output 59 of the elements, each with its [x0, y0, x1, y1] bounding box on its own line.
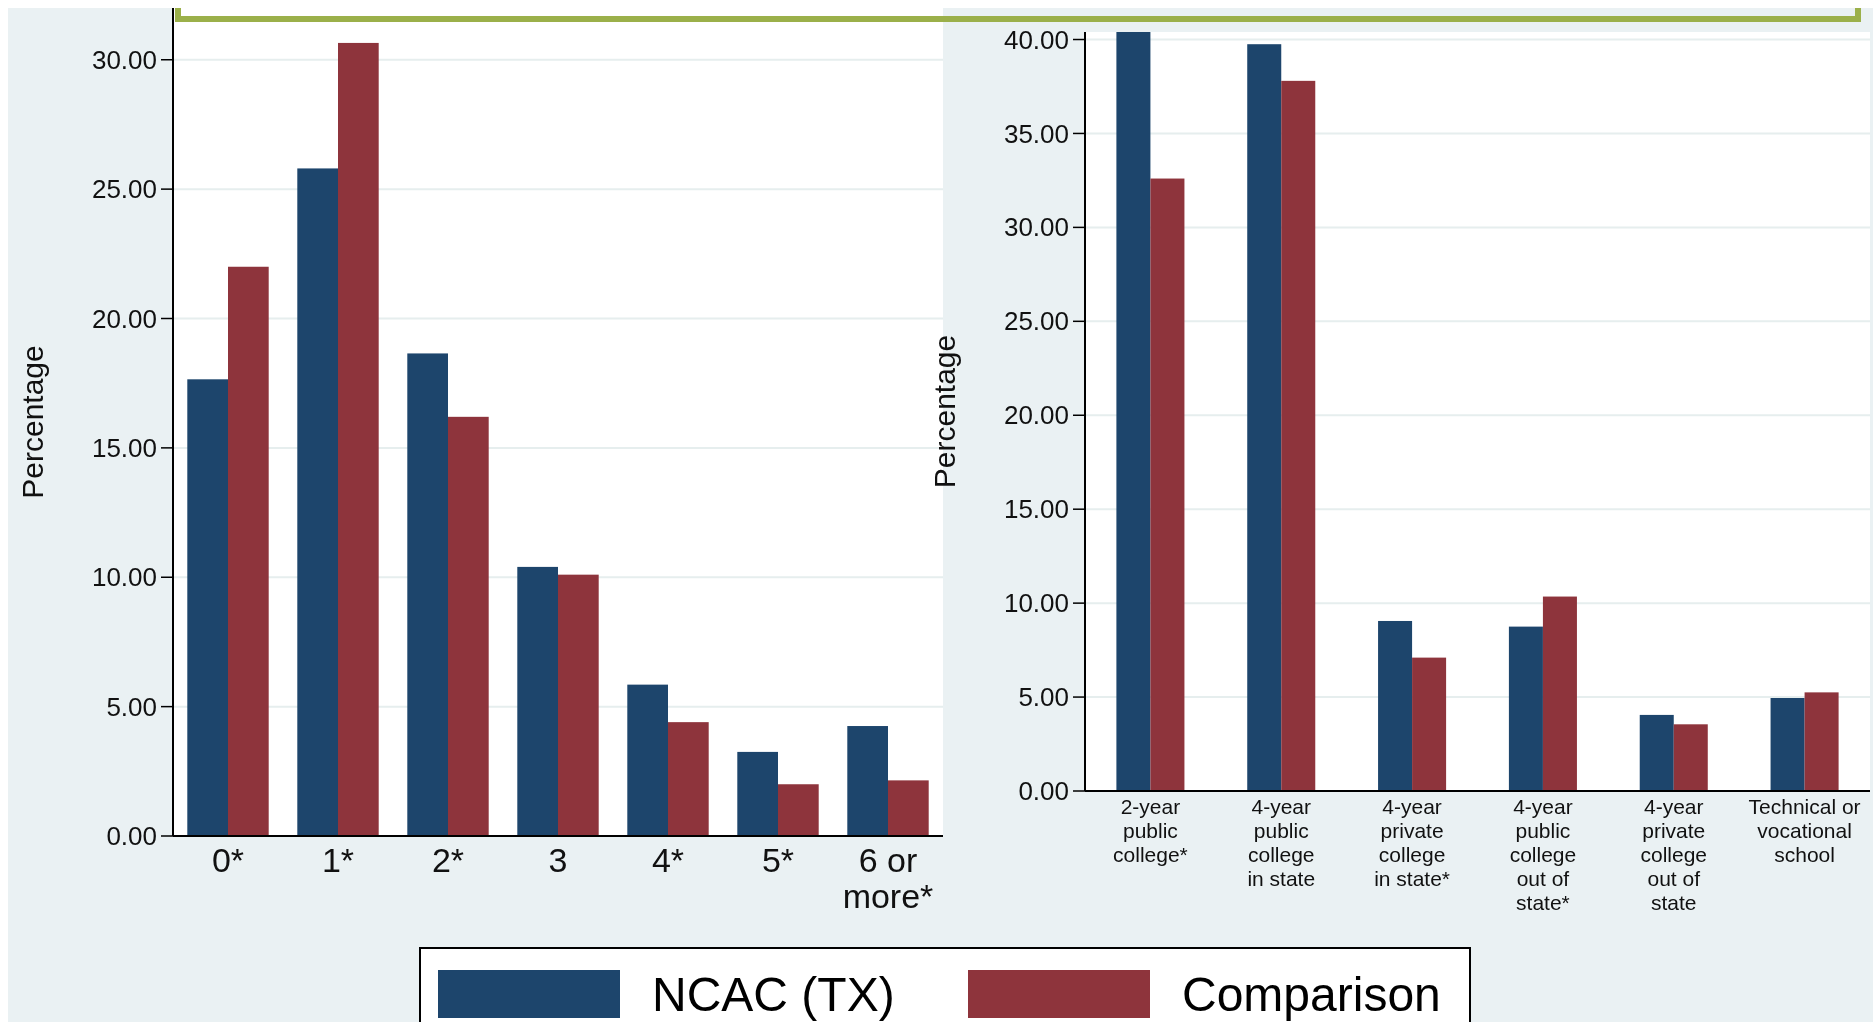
- legend-label: NCAC (TX): [652, 968, 895, 1022]
- y-tick-label: 30.00: [91, 44, 157, 75]
- y-tick-label: 25.00: [91, 174, 157, 205]
- bar: [1247, 44, 1282, 791]
- y-tick-label: 0.00: [106, 821, 157, 852]
- bar: [1508, 626, 1543, 791]
- y-tick-label: 20.00: [91, 303, 157, 334]
- bar: [1412, 657, 1447, 791]
- x-tick-label: 4-year public college in state: [1247, 795, 1316, 890]
- x-tick-label: 6 or more*: [842, 841, 934, 915]
- bar: [627, 684, 668, 836]
- bar: [228, 266, 269, 836]
- y-tick-label: 20.00: [1003, 400, 1069, 431]
- bar: [448, 416, 489, 836]
- y-axis-title: Percentage: [928, 334, 961, 489]
- x-tick-label: 0*: [211, 841, 245, 879]
- bar: [297, 168, 338, 836]
- bar: [1281, 80, 1316, 791]
- bar: [737, 751, 778, 836]
- bar: [1378, 620, 1413, 791]
- x-tick-label: 2*: [431, 841, 465, 879]
- y-tick-label: 30.00: [1003, 212, 1069, 243]
- y-tick-label: 25.00: [1003, 306, 1069, 337]
- bar: [668, 722, 709, 836]
- y-tick-label: 35.00: [1003, 118, 1069, 149]
- x-tick-label: 4*: [651, 841, 685, 879]
- x-tick-label: 5*: [761, 841, 795, 879]
- bar: [847, 726, 888, 836]
- bar: [1639, 714, 1674, 791]
- x-tick-label: 1*: [321, 841, 355, 879]
- bar: [338, 42, 379, 836]
- x-tick-label: 3: [548, 841, 568, 879]
- bar: [558, 574, 599, 836]
- bar: [1673, 724, 1708, 791]
- bar: [407, 353, 448, 836]
- y-tick-label: 0.00: [1018, 776, 1069, 807]
- y-tick-label: 15.00: [1003, 494, 1069, 525]
- y-axis-title: Percentage: [16, 345, 49, 499]
- x-tick-label: Technical or vocational school: [1748, 795, 1861, 866]
- x-tick-label: 2-year public college*: [1113, 795, 1188, 866]
- y-tick-label: 10.00: [1003, 588, 1069, 619]
- y-tick-label: 40.00: [1003, 24, 1069, 55]
- bar: [1116, 32, 1151, 791]
- x-tick-label: 4-year private college in state*: [1374, 795, 1451, 890]
- bar: [517, 566, 558, 836]
- y-tick-label: 10.00: [91, 562, 157, 593]
- bar: [187, 379, 228, 836]
- bar: [1150, 178, 1185, 791]
- bar: [1804, 692, 1839, 791]
- bar: [1770, 698, 1805, 791]
- bar: [778, 784, 819, 836]
- bar: [888, 780, 929, 836]
- y-tick-label: 5.00: [106, 691, 157, 722]
- y-tick-label: 15.00: [91, 432, 157, 463]
- y-tick-label: 5.00: [1018, 682, 1069, 713]
- x-tick-label: 4-year public college out of state*: [1509, 795, 1577, 914]
- x-tick-label: 4-year private college out of state: [1640, 795, 1708, 914]
- bar: [1542, 596, 1577, 791]
- legend-label: Comparison: [1182, 968, 1441, 1022]
